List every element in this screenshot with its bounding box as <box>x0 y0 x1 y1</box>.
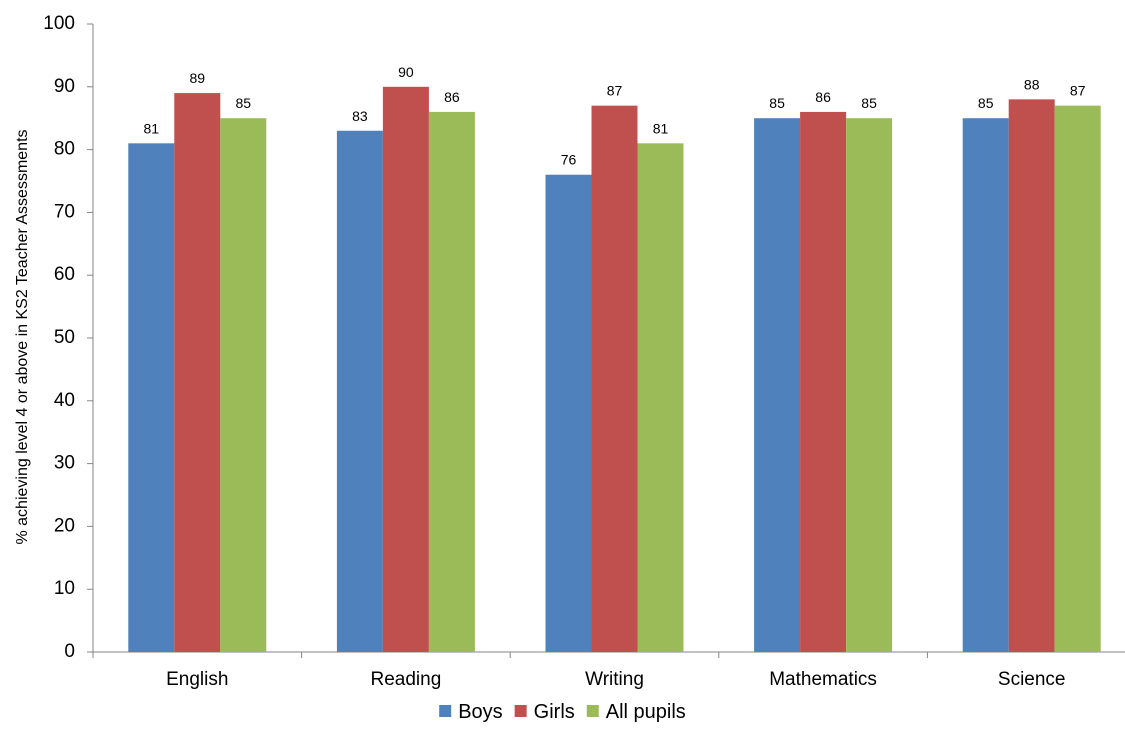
data-label: 86 <box>444 89 460 105</box>
data-label: 89 <box>190 70 206 86</box>
bar-mathematics-girls <box>800 111 847 653</box>
legend-label: All pupils <box>606 701 686 723</box>
x-axis-labels: English Reading Writing Mathematics Science <box>166 669 1065 690</box>
bar-english-girls <box>174 93 221 652</box>
y-tick-label: 40 <box>54 390 75 411</box>
data-label: 83 <box>352 108 368 124</box>
data-label: 88 <box>1024 76 1040 92</box>
data-label: 81 <box>144 120 160 136</box>
data-label: 85 <box>236 95 252 111</box>
bar-writing-all-pupils <box>637 143 684 652</box>
y-axis-ticks: 0 10 20 30 40 50 60 70 80 90 100 <box>43 13 93 662</box>
y-tick-label: 60 <box>54 264 75 285</box>
y-tick-label: 20 <box>54 515 75 536</box>
y-tick-label: 0 <box>64 641 75 662</box>
y-tick-label: 30 <box>54 453 75 474</box>
legend-label: Boys <box>458 701 502 723</box>
data-label: 85 <box>978 95 994 111</box>
bar-writing-girls <box>591 105 638 652</box>
y-tick-label: 100 <box>43 13 75 34</box>
legend-swatch-boys <box>439 705 452 717</box>
legend-swatch-girls <box>514 705 527 717</box>
bar-mathematics-boys <box>754 118 801 652</box>
legend: Boys Girls All pupils <box>439 701 686 723</box>
bar-writing-boys <box>545 174 592 652</box>
data-label: 87 <box>1070 83 1086 99</box>
y-axis-title-group: % achieving level 4 or above in KS2 Teac… <box>14 129 31 544</box>
bar-mathematics-all-pupils <box>846 118 893 652</box>
x-category-label: Science <box>998 669 1066 690</box>
x-category-label: Mathematics <box>769 669 877 690</box>
bar-english-boys <box>128 143 175 652</box>
bar-science-all-pupils <box>1054 105 1101 652</box>
legend-label: Girls <box>534 701 575 723</box>
bar-reading-girls <box>382 86 429 653</box>
bars <box>128 86 1101 653</box>
legend-swatch-all-pupils <box>586 705 599 717</box>
bar-reading-all-pupils <box>428 111 475 653</box>
bar-science-girls <box>1008 99 1055 653</box>
bar-science-boys <box>962 118 1009 652</box>
y-tick-label: 70 <box>54 201 75 222</box>
data-label: 86 <box>815 89 831 105</box>
y-axis-title: % achieving level 4 or above in KS2 Teac… <box>14 129 31 544</box>
data-label: 76 <box>561 152 577 168</box>
data-label: 85 <box>769 95 785 111</box>
data-label: 90 <box>398 64 414 80</box>
y-tick-label: 50 <box>54 327 75 348</box>
y-tick-label: 80 <box>54 139 75 160</box>
data-label: 87 <box>607 83 623 99</box>
x-category-label: English <box>166 669 228 690</box>
x-category-label: Reading <box>371 669 442 690</box>
y-tick-label: 90 <box>54 76 75 97</box>
data-label: 85 <box>861 95 877 111</box>
bar-reading-boys <box>336 130 383 652</box>
data-label: 81 <box>653 120 669 136</box>
data-labels: 81 89 85 83 90 86 76 87 81 85 86 85 85 88 87 <box>144 64 1086 168</box>
x-category-label: Writing <box>585 669 644 690</box>
bar-english-all-pupils <box>220 118 267 652</box>
y-tick-label: 10 <box>54 578 75 599</box>
